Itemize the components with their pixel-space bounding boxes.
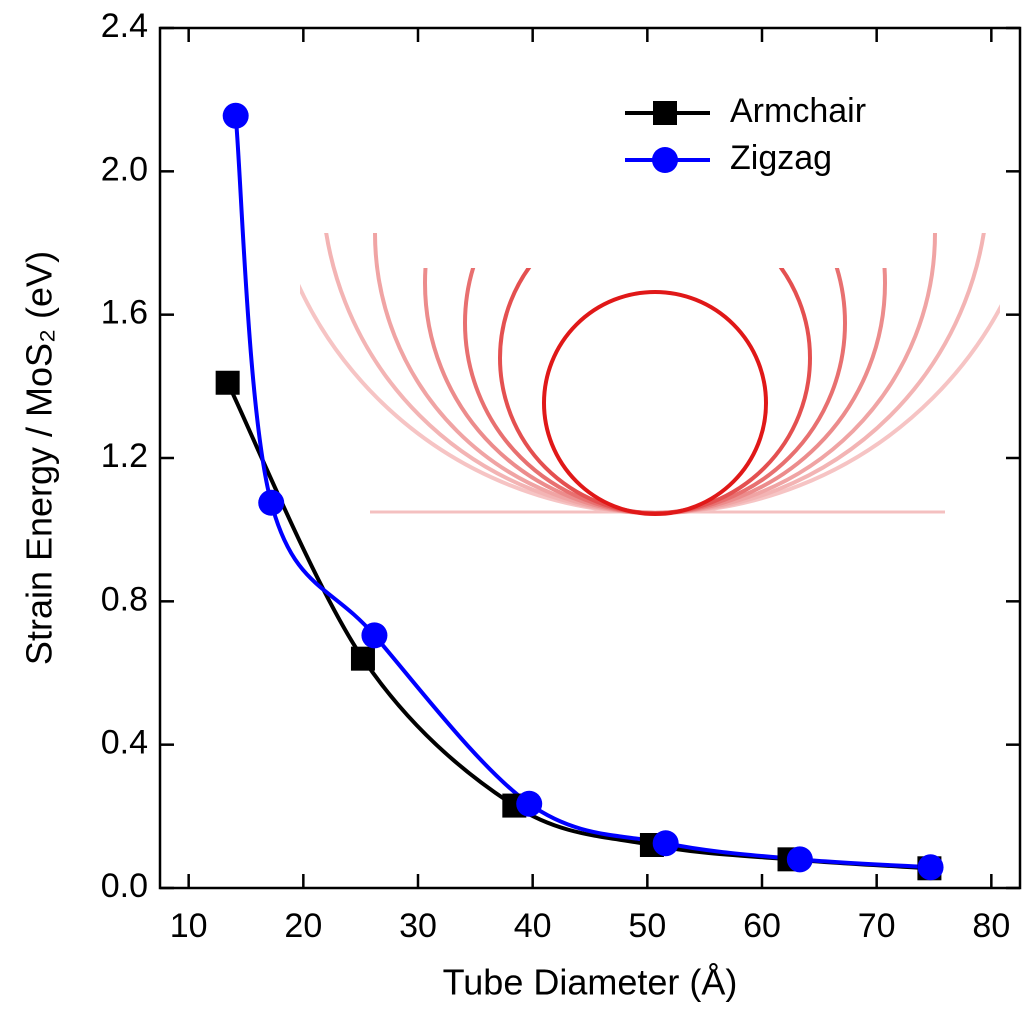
x-tick-label: 70 <box>858 907 896 945</box>
inset-illustration <box>300 233 1000 516</box>
legend-marker <box>653 101 677 125</box>
marker-circle <box>917 854 944 881</box>
x-tick-label: 60 <box>743 907 781 945</box>
x-axis-label: Tube Diameter (Å) <box>443 962 738 1003</box>
y-tick-label: 0.8 <box>101 580 148 618</box>
x-tick-label: 40 <box>514 907 552 945</box>
y-tick-label: 0.0 <box>101 867 148 905</box>
marker-square <box>350 646 375 671</box>
legend-label: Zigzag <box>730 139 832 177</box>
y-tick-label: 2.0 <box>101 150 148 188</box>
x-tick-label: 30 <box>399 907 437 945</box>
marker-circle <box>652 830 679 857</box>
series-line <box>233 115 931 870</box>
marker-square <box>215 370 240 395</box>
y-tick-label: 0.4 <box>101 724 148 762</box>
x-tick-label: 10 <box>170 907 208 945</box>
y-axis-label: Strain Energy / MoS₂ (eV) <box>19 251 60 665</box>
marker-circle <box>516 790 543 817</box>
legend-label: Armchair <box>730 92 866 130</box>
y-tick-label: 1.2 <box>101 437 148 475</box>
y-tick-label: 1.6 <box>101 294 148 332</box>
marker-circle <box>786 846 813 873</box>
x-tick-label: 20 <box>284 907 322 945</box>
plot-frame <box>158 26 1022 890</box>
x-tick-label: 80 <box>972 907 1010 945</box>
legend-marker <box>652 147 678 173</box>
x-tick-label: 50 <box>628 907 666 945</box>
marker-circle <box>222 102 249 129</box>
marker-circle <box>258 489 285 516</box>
y-tick-label: 2.4 <box>101 7 148 45</box>
marker-circle <box>361 622 388 649</box>
